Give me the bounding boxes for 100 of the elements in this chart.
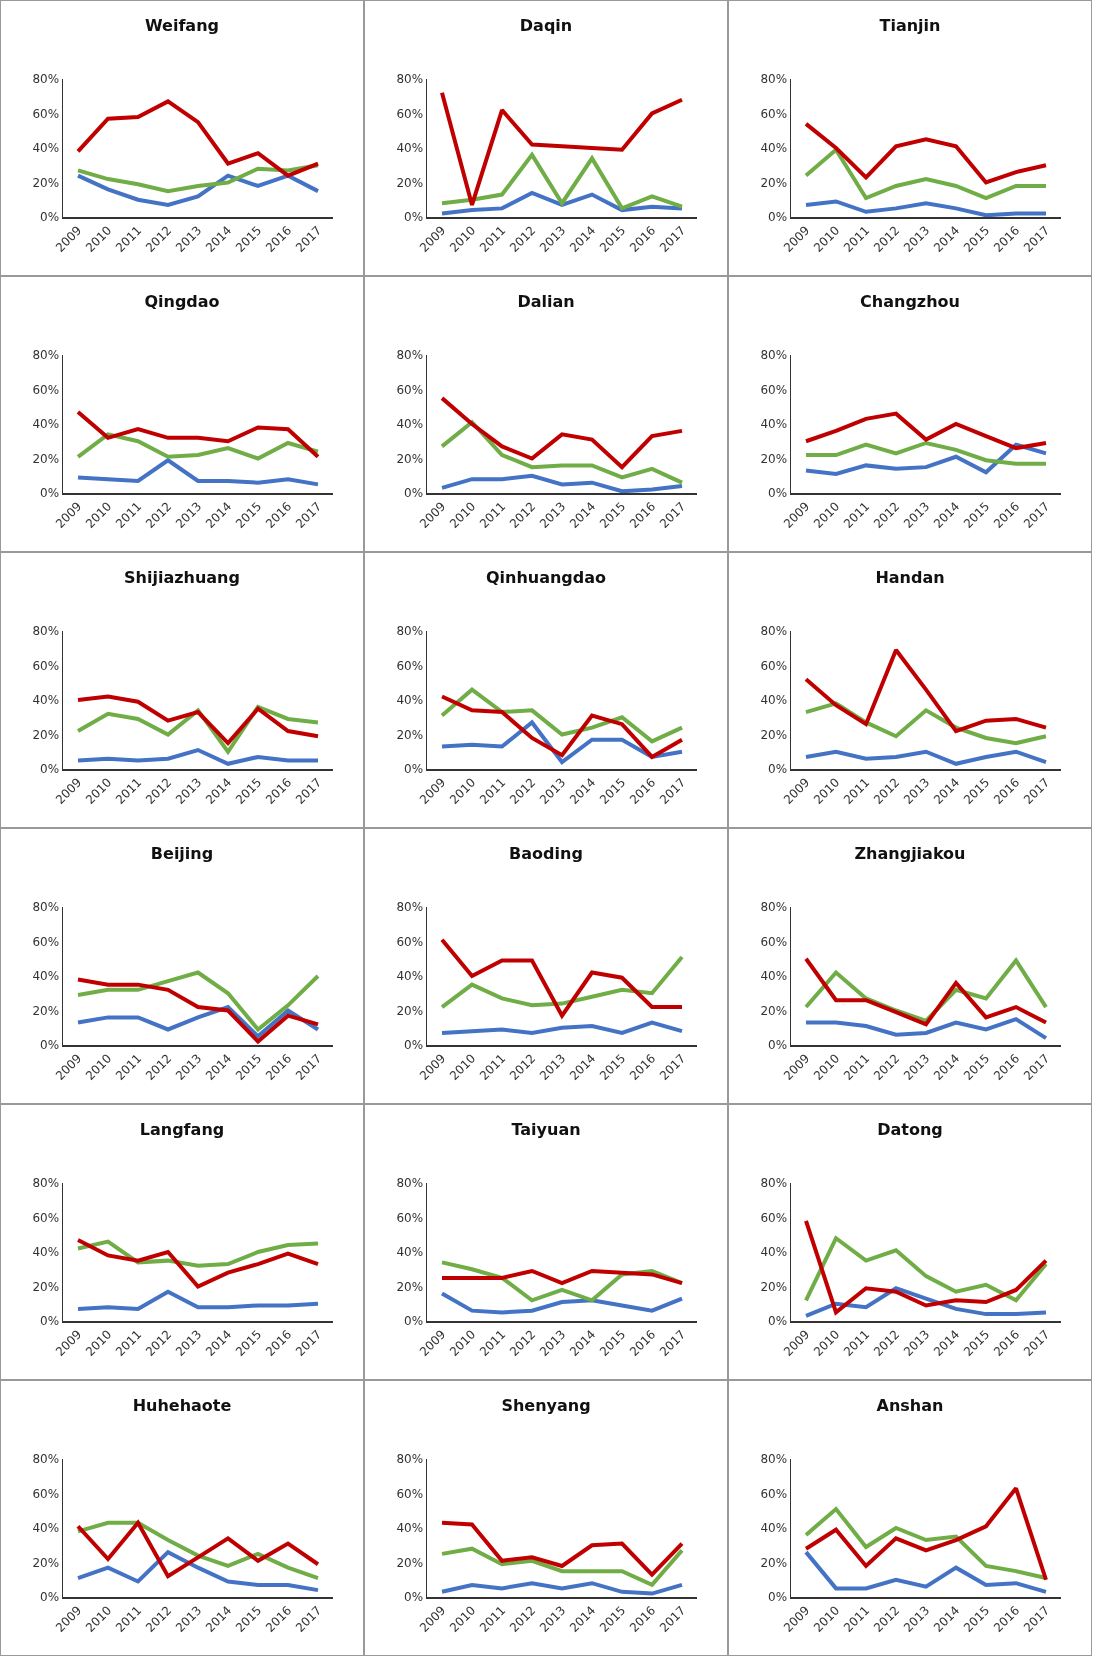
line-series [804,1486,1048,1582]
line-series [440,720,684,765]
y-tick-label: 40% [760,693,788,708]
line-series [804,121,1048,185]
line-series [440,190,684,216]
y-tick-label: 40% [396,417,424,432]
y-tick-label: 20% [760,1555,788,1570]
chart-title: Changzhou [860,292,960,312]
y-tick-label: 20% [396,451,424,466]
line-series [804,440,1048,466]
y-tick-label: 40% [32,141,60,156]
y-tick-label: 20% [760,451,788,466]
line-series [76,1550,320,1593]
line-series [440,1520,684,1577]
y-tick-label: 0% [404,762,424,777]
y-tick-label: 60% [32,106,60,121]
y-tick-label: 40% [396,1521,424,1536]
y-tick-label: 0% [768,210,788,225]
chart-title: Daqin [519,16,573,36]
chart-title: Zhangjiakou [854,844,966,864]
chart-title: Shijiazhuang [124,568,240,588]
y-tick-label: 60% [760,1486,788,1501]
y-tick-label: 60% [396,658,424,673]
line-series [804,1017,1048,1041]
chart-title: Qingdao [144,292,220,312]
y-tick-label: 60% [32,934,60,949]
y-tick-label: 20% [760,1279,788,1294]
y-tick-label: 80% [396,624,424,639]
line-series [804,411,1048,451]
chart-title: Handan [875,568,945,588]
y-tick-label: 80% [396,72,424,87]
y-tick-label: 0% [40,1314,60,1329]
y-tick-label: 80% [760,900,788,915]
line-series [76,409,320,459]
y-tick-label: 20% [396,727,424,742]
y-tick-label: 20% [396,1003,424,1018]
line-series [76,1239,320,1268]
y-tick-label: 60% [396,106,424,121]
y-tick-label: 80% [32,624,60,639]
line-series [440,1020,684,1035]
y-tick-label: 20% [32,451,60,466]
y-tick-label: 60% [760,382,788,397]
line-series [440,1291,684,1315]
line-series [76,173,320,207]
y-tick-label: 40% [760,141,788,156]
y-tick-label: 80% [396,1176,424,1191]
line-series [440,694,684,759]
y-tick-label: 20% [396,175,424,190]
line-series [440,396,684,470]
line-series [76,458,320,487]
chart-title: Beijing [150,844,214,864]
line-series [440,473,684,493]
y-tick-label: 60% [32,1210,60,1225]
chart-title: Shenyang [501,1396,591,1416]
y-tick-label: 20% [760,727,788,742]
y-tick-label: 40% [396,1245,424,1260]
y-tick-label: 40% [760,417,788,432]
y-tick-label: 40% [32,417,60,432]
chart-title: Taiyuan [511,1120,581,1140]
y-tick-label: 80% [760,348,788,363]
y-tick-label: 80% [396,348,424,363]
y-tick-label: 20% [32,1279,60,1294]
y-tick-label: 40% [760,1245,788,1260]
y-tick-label: 80% [396,1452,424,1467]
line-series [440,420,684,485]
chart-title: Tianjin [879,16,941,36]
y-tick-label: 80% [396,900,424,915]
line-series [804,1236,1048,1303]
chart-title: Qinhuangdao [485,568,607,588]
line-series [440,955,684,1010]
y-tick-label: 20% [32,1003,60,1018]
line-series [804,147,1048,201]
y-tick-label: 0% [404,1314,424,1329]
y-tick-label: 0% [40,210,60,225]
y-tick-label: 80% [32,72,60,87]
chart-title: Datong [877,1120,943,1140]
line-series [440,937,684,1018]
line-series [440,1268,684,1286]
y-tick-label: 60% [32,658,60,673]
line-series [804,1550,1048,1594]
y-tick-label: 80% [760,1176,788,1191]
y-tick-label: 20% [760,175,788,190]
y-tick-label: 40% [396,969,424,984]
y-tick-label: 0% [40,1590,60,1605]
y-tick-label: 60% [396,1486,424,1501]
y-tick-label: 60% [760,658,788,673]
line-series [440,1546,684,1587]
line-series [804,647,1048,734]
line-series [804,1286,1048,1318]
y-tick-label: 40% [760,969,788,984]
line-series [76,1237,320,1289]
y-tick-label: 80% [760,1452,788,1467]
y-tick-label: 60% [396,1210,424,1225]
y-tick-label: 60% [396,934,424,949]
line-series [76,432,320,461]
y-tick-label: 0% [404,486,424,501]
y-tick-label: 0% [40,762,60,777]
line-series [440,1581,684,1596]
y-tick-label: 80% [32,348,60,363]
y-tick-label: 0% [768,762,788,777]
